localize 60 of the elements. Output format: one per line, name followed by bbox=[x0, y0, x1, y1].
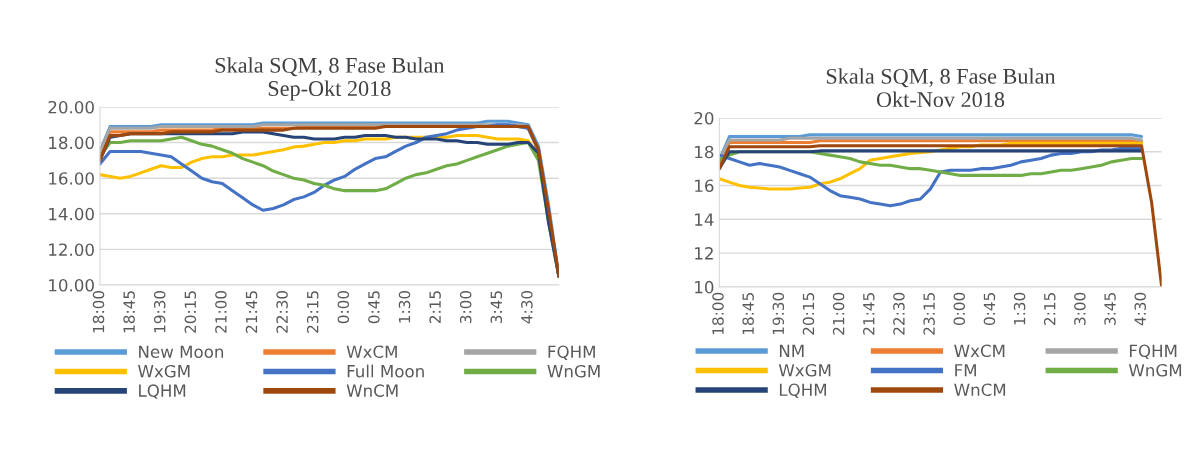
y-tick-label: 20.00 bbox=[48, 100, 94, 114]
legend-label: WxCM bbox=[346, 345, 397, 359]
legend-label: FM bbox=[955, 364, 976, 377]
x-tick-label: 2:15 bbox=[1043, 293, 1056, 325]
x-tick-label: 3:45 bbox=[490, 291, 503, 324]
legend-label: New Moon bbox=[139, 345, 224, 359]
x-tick-label: 3:00 bbox=[459, 290, 472, 324]
legend-label: WnGM bbox=[547, 364, 600, 378]
x-tick-label: 22:30 bbox=[276, 290, 288, 333]
x-tick-label: 22:30 bbox=[893, 292, 905, 335]
y-tick-label: 16 bbox=[695, 179, 714, 193]
legend-label: WxCM bbox=[954, 344, 1005, 358]
x-tick-label: 1:30 bbox=[1013, 292, 1026, 325]
x-tick-label: 19:30 bbox=[153, 290, 166, 333]
x-tick-label: 3:45 bbox=[1104, 293, 1116, 325]
x-tick-label: 0:00 bbox=[337, 290, 350, 324]
x-tick-label: 0:00 bbox=[953, 292, 966, 326]
x-tick-label: 18:45 bbox=[742, 293, 754, 335]
legend-label: WxGM bbox=[778, 363, 831, 377]
y-tick-label: 10.00 bbox=[49, 279, 94, 292]
x-tick-label: 21:45 bbox=[863, 293, 875, 335]
x-tick-label: 0:45 bbox=[368, 291, 380, 324]
y-tick-label: 12 bbox=[695, 247, 713, 260]
y-tick-label: 14 bbox=[695, 213, 714, 226]
x-tick-label: 18:00 bbox=[712, 292, 724, 335]
x-tick-label: 1:30 bbox=[398, 290, 411, 323]
legend-label: LQHM bbox=[779, 383, 826, 398]
y-tick-label: 12.00 bbox=[49, 243, 94, 256]
x-tick-label: 20:15 bbox=[184, 291, 197, 333]
x-tick-label: 23:15 bbox=[923, 293, 935, 335]
x-tick-label: 2:15 bbox=[429, 291, 441, 324]
x-tick-label: 3:00 bbox=[1074, 292, 1086, 325]
x-tick-label: 21:00 bbox=[215, 290, 227, 333]
y-tick-label: 16.00 bbox=[49, 172, 94, 185]
x-tick-label: 23:15 bbox=[306, 291, 319, 333]
x-tick-label: 0:45 bbox=[983, 293, 996, 326]
legend-label: LQHM bbox=[139, 384, 186, 399]
legend-label: NM bbox=[779, 344, 804, 357]
legend-label: FQHM bbox=[1129, 344, 1177, 360]
legend-label: WnCM bbox=[954, 383, 1006, 397]
legend-label: WnGM bbox=[1128, 363, 1182, 377]
x-tick-label: 19:30 bbox=[772, 292, 785, 335]
x-tick-label: 18:45 bbox=[123, 291, 135, 333]
x-tick-label: 18:00 bbox=[92, 290, 105, 333]
y-tick-label: 20 bbox=[694, 111, 714, 125]
x-tick-label: 21:00 bbox=[832, 292, 845, 335]
x-tick-label: 4:30 bbox=[1134, 292, 1146, 326]
x-tick-label: 20:15 bbox=[802, 293, 815, 335]
y-tick-label: 18 bbox=[695, 145, 714, 159]
chart-title: Skala SQM, 8 Fase Bulan Sep-Okt 2018 bbox=[215, 57, 445, 101]
y-tick-label: 18.00 bbox=[49, 136, 94, 150]
x-tick-label: 21:45 bbox=[245, 291, 258, 333]
y-tick-label: 10 bbox=[695, 280, 714, 294]
x-tick-label: 4:30 bbox=[521, 290, 533, 324]
legend-label: WnCM bbox=[346, 384, 398, 397]
legend-label: WxGM bbox=[138, 364, 190, 378]
chart-title: Skala SQM, 8 Fase Bulan Okt-Nov 2018 bbox=[826, 68, 1056, 108]
legend-label: FQHM bbox=[548, 345, 595, 360]
legend-label: Full Moon bbox=[347, 364, 424, 378]
y-tick-label: 14.00 bbox=[49, 207, 94, 221]
